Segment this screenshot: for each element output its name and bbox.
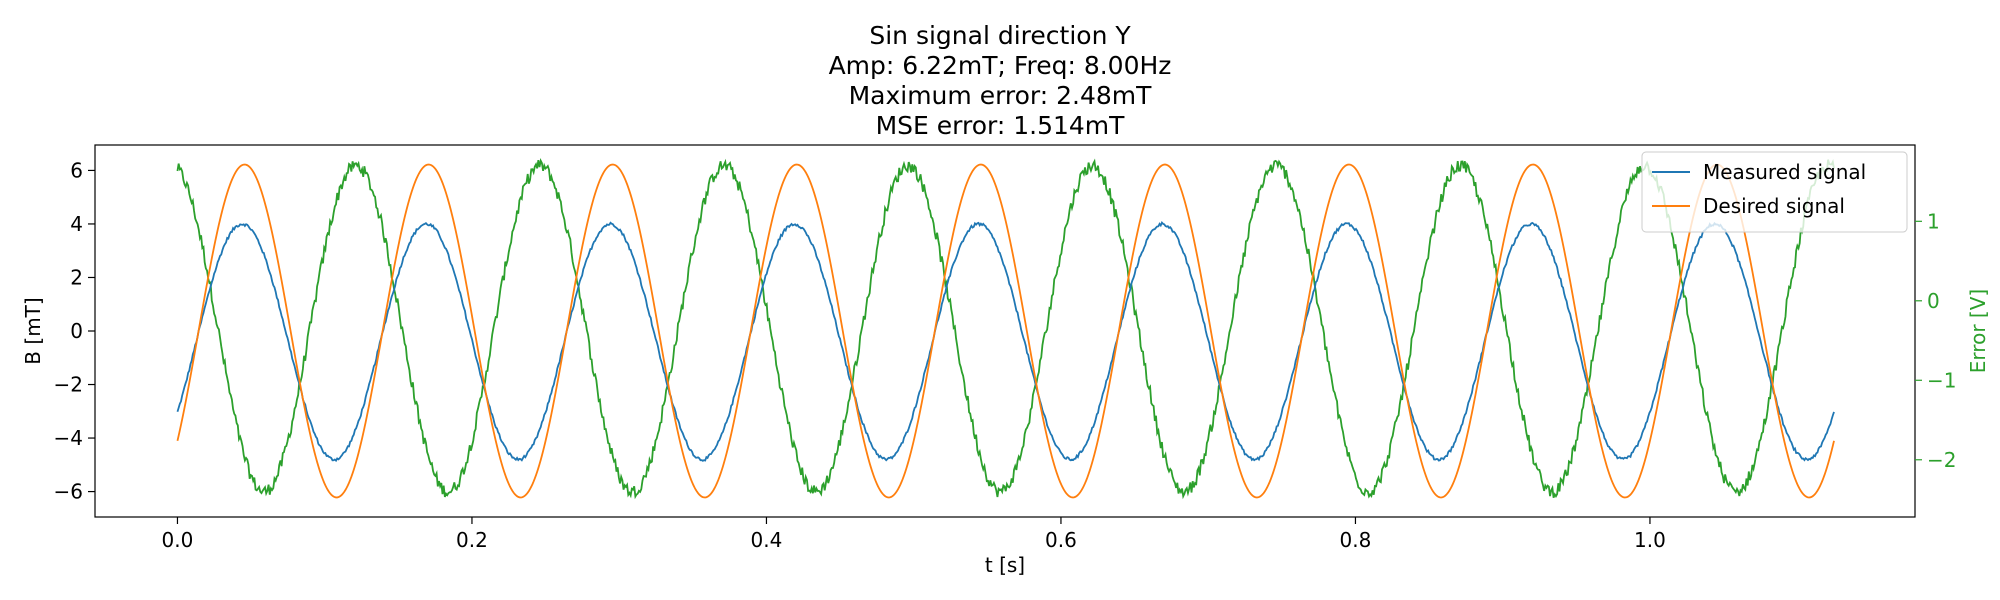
y-left-tick-label: 4 (70, 212, 83, 236)
x-tick-label: 0.8 (1340, 528, 1372, 552)
desired-signal-line (176, 163, 1835, 499)
x-tick-label: 0.0 (162, 528, 194, 552)
x-tick-label: 0.6 (1045, 528, 1077, 552)
x-tick-label: 0.4 (751, 528, 783, 552)
x-axis-ticks: 0.0 0.2 0.4 0.6 0.8 1.0 (162, 517, 1666, 552)
y-left-axis-ticks: −6 −4 −2 0 2 4 6 (54, 158, 95, 504)
chart-title-line-4: MSE error: 1.514mT (876, 111, 1126, 140)
chart-title-line-2: Amp: 6.22mT; Freq: 8.00Hz (829, 51, 1172, 80)
y-left-tick-label: 2 (70, 265, 83, 289)
y-left-axis-label: B [mT] (21, 297, 45, 364)
y-right-tick-label: −2 (1927, 448, 1956, 472)
y-left-tick-label: −4 (54, 426, 83, 450)
y-right-axis-label: Error [V] (1966, 289, 1990, 373)
legend: Measured signal Desired signal (1641, 151, 1908, 233)
y-left-tick-label: 0 (70, 319, 83, 343)
legend-desired-label: Desired signal (1703, 194, 1845, 218)
error-line (176, 157, 1835, 500)
chart-title-line-1: Sin signal direction Y (869, 21, 1131, 50)
legend-box (1641, 151, 1908, 233)
y-right-tick-label: 0 (1927, 289, 1940, 313)
y-left-tick-label: −6 (54, 480, 83, 504)
y-left-tick-label: 6 (70, 158, 83, 182)
y-right-axis-ticks: −2 −1 0 1 (1915, 209, 1956, 472)
x-axis-label: t [s] (985, 553, 1025, 577)
chart-title-line-3: Maximum error: 2.48mT (849, 81, 1153, 110)
measured-signal-line (176, 221, 1835, 463)
y-left-tick-label: −2 (54, 373, 83, 397)
legend-measured-label: Measured signal (1703, 160, 1866, 184)
x-tick-label: 0.2 (456, 528, 488, 552)
plot-area (95, 145, 1915, 517)
y-right-tick-label: 1 (1927, 209, 1940, 233)
x-tick-label: 1.0 (1634, 528, 1666, 552)
y-right-tick-label: −1 (1927, 368, 1956, 392)
